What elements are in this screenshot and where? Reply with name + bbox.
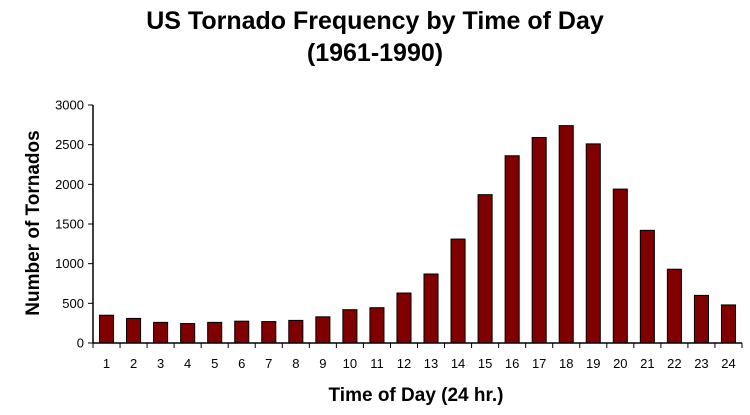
x-tick-label: 13 — [424, 356, 438, 371]
bar-4 — [180, 323, 196, 344]
bar-group — [98, 125, 737, 344]
bar-8 — [288, 319, 304, 344]
x-tick-label: 6 — [238, 356, 245, 371]
x-tick-label: 9 — [319, 356, 326, 371]
bar-3 — [153, 321, 169, 344]
x-tick-label: 24 — [721, 356, 735, 371]
x-tick-label: 10 — [343, 356, 357, 371]
x-tick-label: 15 — [478, 356, 492, 371]
bar-2 — [126, 317, 142, 344]
x-tick-label: 17 — [532, 356, 546, 371]
bar-17 — [531, 137, 547, 344]
bar-16 — [504, 155, 520, 344]
x-tick-label: 23 — [694, 356, 708, 371]
x-tick-label: 11 — [370, 356, 384, 371]
chart-subtitle: (1961-1990) — [306, 39, 444, 67]
chart-title: US Tornado Frequency by Time of Day — [146, 7, 604, 35]
bar-22 — [666, 268, 682, 344]
bar-1 — [98, 314, 115, 344]
x-axis-label: Time of Day (24 hr.) — [328, 385, 504, 406]
x-tick-label: 20 — [613, 356, 627, 371]
x-tick-label: 14 — [451, 356, 465, 371]
bar-21 — [639, 229, 655, 344]
bar-10 — [342, 309, 358, 344]
x-tick-label: 21 — [640, 356, 654, 371]
x-axis-ticks: 1 2 3 4 5 6 7 8 9 10 11 12 13 14 15 16 17 18 19 20 21 22 23 24 — [92, 343, 743, 371]
bar-14 — [450, 238, 466, 344]
bar-6 — [234, 320, 250, 344]
y-axis-ticks: 0 500 1000 1500 2000 2500 3000 — [55, 98, 93, 351]
bar-18 — [558, 125, 574, 344]
bar-13 — [423, 273, 439, 344]
bar-9 — [315, 316, 331, 344]
bar-20 — [612, 188, 628, 344]
x-tick-label: 7 — [265, 356, 272, 371]
x-tick-label: 4 — [184, 356, 191, 371]
bar-23 — [693, 294, 709, 344]
bar-19 — [585, 143, 601, 344]
x-tick-label: 16 — [505, 356, 519, 371]
x-tick-label: 22 — [667, 356, 681, 371]
y-tick-label: 1500 — [55, 217, 84, 232]
x-tick-label: 12 — [397, 356, 411, 371]
x-tick-label: 5 — [211, 356, 218, 371]
y-tick-label: 3000 — [55, 98, 84, 113]
x-tick-label: 2 — [130, 356, 137, 371]
bar-11 — [369, 307, 385, 344]
y-tick-label: 2500 — [55, 137, 84, 152]
bar-15 — [477, 194, 493, 344]
x-tick-label: 1 — [103, 356, 110, 371]
y-tick-label: 500 — [62, 296, 84, 311]
x-tick-label: 18 — [559, 356, 573, 371]
bar-24 — [720, 304, 737, 344]
x-tick-label: 8 — [292, 356, 299, 371]
bar-12 — [396, 292, 412, 344]
y-tick-label: 1000 — [55, 256, 84, 271]
x-tick-label: 19 — [586, 356, 600, 371]
y-tick-label: 2000 — [55, 177, 84, 192]
y-axis-label: Number of Tornados — [23, 130, 44, 316]
bar-7 — [261, 321, 277, 344]
y-tick-label: 0 — [77, 336, 84, 351]
x-tick-label: 3 — [157, 356, 164, 371]
bar-5 — [207, 321, 223, 344]
